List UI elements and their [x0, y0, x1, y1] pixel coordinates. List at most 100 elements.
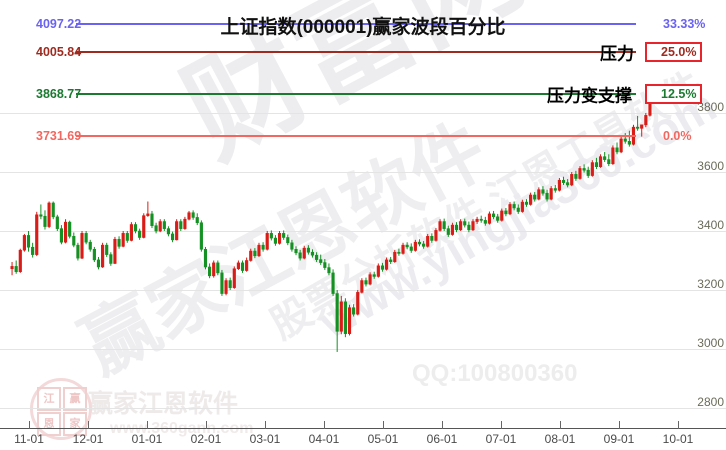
- candlestick: [541, 186, 545, 196]
- candlestick: [516, 204, 520, 214]
- candlestick: [195, 213, 199, 226]
- x-axis-tick: [560, 421, 561, 429]
- candlestick: [208, 263, 212, 279]
- candlestick: [228, 277, 232, 290]
- candlestick: [417, 239, 422, 247]
- candlestick: [434, 228, 438, 242]
- candlestick: [619, 136, 623, 154]
- candlestick: [533, 192, 537, 202]
- candlestick: [146, 201, 150, 217]
- candlestick: [88, 239, 92, 252]
- candlestick: [463, 218, 467, 228]
- candlestick: [467, 221, 471, 233]
- candlestick: [598, 154, 603, 168]
- gridline-horizontal: [0, 113, 726, 114]
- candlestick: [310, 249, 315, 258]
- candlestick: [549, 186, 553, 201]
- x-axis-tick-label: 09-01: [603, 432, 635, 446]
- candlestick: [623, 133, 627, 144]
- candlestick: [430, 233, 434, 243]
- candlestick: [397, 248, 401, 256]
- candlestick: [142, 213, 146, 239]
- candlestick: [376, 263, 380, 278]
- candlestick: [22, 233, 26, 252]
- candlestick: [426, 233, 430, 248]
- candlestick: [611, 145, 615, 165]
- candlestick: [162, 219, 166, 231]
- candlestick: [644, 113, 648, 128]
- x-axis-tick: [88, 421, 89, 429]
- candlestick: [479, 215, 483, 223]
- candlestick: [640, 124, 644, 137]
- candlestick: [627, 130, 631, 147]
- candlestick: [269, 230, 273, 241]
- candlestick: [372, 271, 376, 279]
- candlestick: [384, 257, 389, 271]
- candlestick: [129, 222, 133, 242]
- x-axis-tick: [265, 421, 266, 429]
- x-axis-line: [0, 428, 726, 429]
- candlestick: [422, 241, 426, 249]
- candlestick: [298, 249, 302, 261]
- candlestick: [347, 304, 352, 336]
- candlestick: [10, 261, 14, 276]
- candlestick: [574, 170, 578, 181]
- candlestick: [265, 231, 269, 251]
- candlestick: [113, 236, 117, 265]
- candlestick: [170, 231, 175, 243]
- x-axis-tick-label: 06-01: [426, 432, 458, 446]
- candlestick: [14, 260, 18, 274]
- candlestick: [500, 208, 504, 222]
- candlestick: [323, 259, 327, 270]
- page-title: 上证指数(000001)赢家波段百分比: [220, 17, 506, 38]
- candlestick: [43, 210, 47, 230]
- candlestick: [537, 187, 541, 201]
- candlestick: [586, 166, 590, 178]
- candlestick: [504, 207, 508, 217]
- candlestick: [302, 245, 306, 260]
- candlestick: [76, 242, 80, 261]
- candlestick: [68, 220, 72, 239]
- candlestick: [18, 248, 22, 273]
- candlestick: [442, 218, 446, 231]
- x-axis-tick: [29, 421, 30, 429]
- candlestick: [203, 246, 208, 270]
- candlestick: [191, 210, 195, 220]
- candlestick: [491, 210, 496, 220]
- candlestick: [150, 210, 154, 229]
- candlestick: [220, 269, 224, 296]
- candlestick: [561, 176, 566, 185]
- fib-level-price-label: 3731.69: [36, 129, 82, 143]
- x-axis-tick-label: 12-01: [72, 432, 104, 446]
- x-axis-tick: [619, 421, 620, 429]
- candlestick: [294, 246, 298, 256]
- candlestick: [35, 211, 39, 257]
- candlestick: [101, 242, 105, 268]
- candlestick: [133, 222, 138, 234]
- fib-level-percent-label: 25.0%: [645, 42, 703, 62]
- candlestick: [286, 234, 290, 246]
- candlestick: [319, 254, 323, 265]
- x-axis-tick-label: 10-01: [662, 432, 694, 446]
- candlestick: [368, 272, 372, 286]
- candlestick: [454, 222, 459, 233]
- candlestick: [105, 242, 109, 257]
- candlestick: [63, 219, 68, 244]
- candlestick: [212, 260, 216, 278]
- x-axis-tick-label: 03-01: [249, 432, 281, 446]
- candlestick: [401, 242, 405, 255]
- candlestick: [240, 260, 245, 273]
- candlestick: [224, 278, 228, 296]
- candlestick: [249, 248, 253, 262]
- x-axis-tick-label: 07-01: [485, 432, 517, 446]
- candlestick: [39, 204, 43, 220]
- candlestick: [306, 245, 310, 255]
- candlestick: [331, 269, 335, 296]
- candlestick: [257, 242, 261, 257]
- x-axis-tick: [147, 421, 148, 429]
- fib-level-percent-label: 12.5%: [645, 84, 703, 104]
- candlestick: [364, 277, 368, 287]
- candlestick: [413, 239, 417, 252]
- candlestick: [339, 295, 343, 335]
- candlestick: [578, 166, 582, 180]
